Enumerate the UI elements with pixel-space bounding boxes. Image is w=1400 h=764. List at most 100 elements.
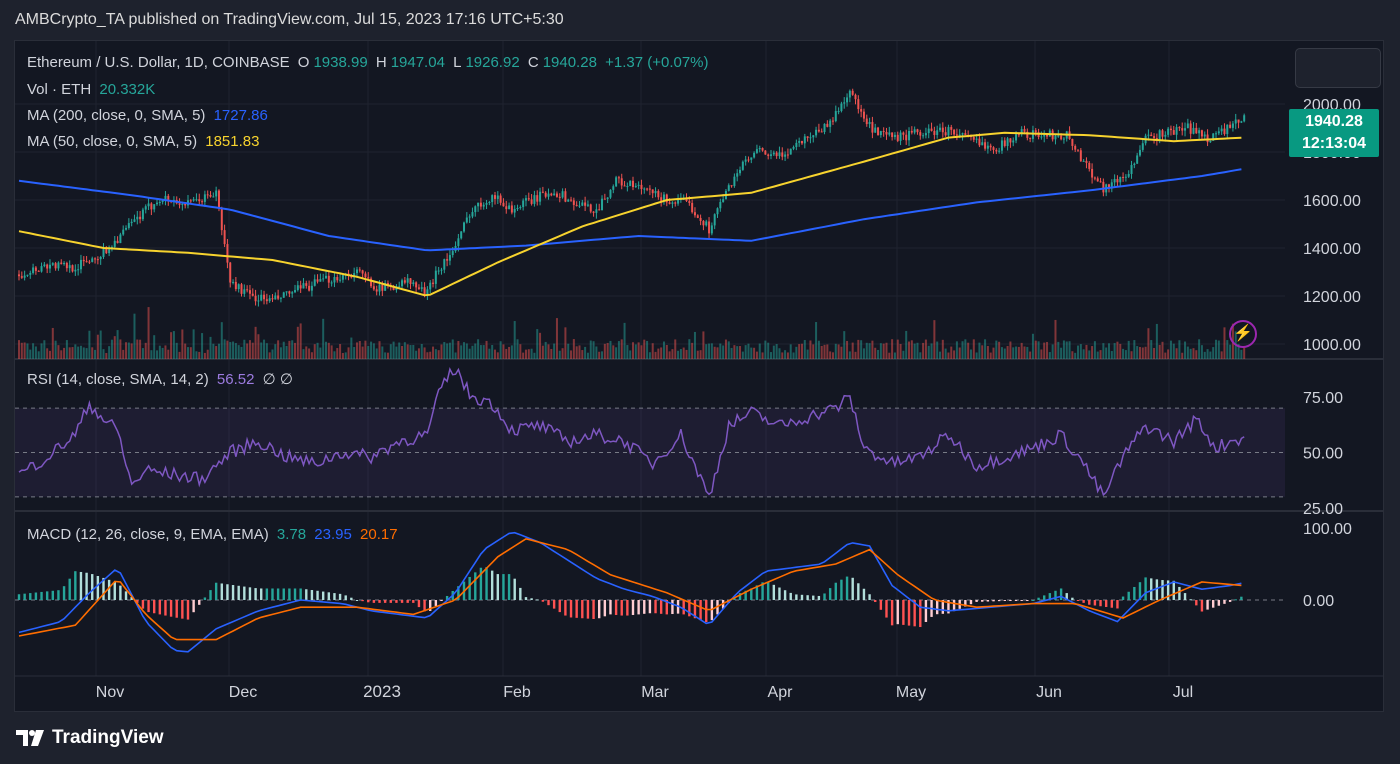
volume-bar bbox=[451, 339, 454, 359]
candle-body bbox=[860, 109, 863, 112]
macd-histogram-bar bbox=[1048, 593, 1052, 600]
volume-bar bbox=[1060, 347, 1063, 359]
volume-bar bbox=[260, 342, 263, 359]
candle-body bbox=[401, 280, 404, 287]
candle-body bbox=[1012, 140, 1015, 143]
macd-histogram-bar bbox=[260, 588, 263, 600]
volume-bar bbox=[1006, 346, 1009, 359]
candle-body bbox=[181, 203, 184, 205]
candle-body bbox=[364, 273, 367, 278]
candle-body bbox=[533, 195, 536, 204]
macd-histogram-bar bbox=[383, 600, 387, 603]
volume-bar bbox=[153, 335, 156, 359]
macd-histogram-bar bbox=[524, 597, 528, 600]
candle-body bbox=[1141, 143, 1144, 150]
candle-body bbox=[702, 220, 705, 226]
candle-body bbox=[868, 121, 871, 125]
candle-body bbox=[603, 198, 606, 200]
candle-body bbox=[927, 128, 930, 134]
volume-bar bbox=[277, 340, 280, 359]
chart-frame[interactable]: 2000.001800.001600.001400.001200.001000.… bbox=[14, 40, 1384, 712]
candle-body bbox=[592, 211, 595, 213]
macd-histogram-bar bbox=[412, 600, 415, 603]
candle-body bbox=[46, 264, 49, 269]
volume-bar bbox=[254, 326, 257, 359]
macd-histogram-bar bbox=[113, 581, 116, 600]
macd-histogram-bar bbox=[1054, 590, 1057, 600]
candle-body bbox=[1054, 135, 1057, 140]
volume-bar bbox=[1200, 345, 1203, 359]
candle-body bbox=[29, 272, 32, 275]
volume-bar bbox=[381, 346, 384, 359]
volume-bar bbox=[950, 346, 953, 359]
volume-bar bbox=[755, 351, 758, 359]
macd-histogram-bar bbox=[975, 600, 978, 602]
volume-bar bbox=[513, 321, 516, 359]
high-label: H bbox=[375, 54, 387, 71]
volume-bar bbox=[1184, 341, 1187, 359]
volume-bar bbox=[378, 341, 381, 359]
volume-bar bbox=[967, 342, 970, 359]
macd-histogram-bar bbox=[485, 567, 488, 600]
volume-bar bbox=[189, 347, 192, 359]
candle-body bbox=[133, 219, 136, 222]
volume-bar bbox=[406, 344, 409, 359]
volume-bar bbox=[992, 347, 995, 359]
candle-body bbox=[544, 192, 547, 197]
candle-body bbox=[417, 287, 420, 289]
volume-bar bbox=[279, 347, 282, 359]
volume-bar bbox=[401, 346, 404, 359]
candle-body bbox=[761, 148, 764, 151]
macd-histogram-bar bbox=[152, 600, 156, 614]
volume-bar bbox=[682, 347, 685, 359]
candle-body bbox=[916, 129, 919, 133]
volume-bar bbox=[609, 340, 612, 359]
macd-histogram-bar bbox=[395, 600, 398, 603]
candle-body bbox=[871, 121, 874, 133]
candle-body bbox=[108, 249, 111, 254]
macd-histogram-bar bbox=[321, 591, 325, 600]
volume-bar bbox=[632, 342, 634, 359]
volume-bar bbox=[936, 341, 939, 359]
candle-body bbox=[992, 147, 995, 150]
candle-body bbox=[727, 185, 730, 191]
macd-histogram-bar bbox=[1110, 600, 1114, 608]
volume-bar bbox=[848, 351, 851, 359]
volume-bar bbox=[1113, 343, 1116, 359]
change-value: +1.37 (+0.07%) bbox=[605, 54, 709, 71]
volume-bar bbox=[798, 344, 801, 359]
time-axis-label: 2023 bbox=[363, 682, 401, 701]
volume-bar bbox=[150, 350, 153, 359]
candle-body bbox=[834, 111, 837, 122]
volume-bar bbox=[544, 341, 547, 359]
volume-bar bbox=[781, 352, 784, 359]
ma50-line bbox=[18, 131, 1242, 297]
volume-bar bbox=[668, 351, 671, 359]
chart-menu-button[interactable] bbox=[1295, 48, 1381, 88]
volume-bar bbox=[815, 322, 818, 359]
candle-body bbox=[26, 274, 29, 276]
macd-histogram-bar bbox=[440, 600, 443, 601]
candle-body bbox=[643, 188, 646, 190]
time-axis-label: Apr bbox=[768, 684, 794, 701]
candle-body bbox=[474, 206, 477, 213]
volume-bar bbox=[1071, 351, 1074, 359]
candle-body bbox=[479, 202, 482, 207]
candle-body bbox=[375, 289, 378, 292]
volume-bar bbox=[164, 345, 167, 359]
flash-icon[interactable]: ⚡ bbox=[1229, 320, 1257, 348]
volume-bar bbox=[192, 329, 195, 359]
volume-bar bbox=[972, 339, 975, 359]
candle-body bbox=[164, 195, 167, 201]
candle-body bbox=[750, 157, 753, 160]
macd-histogram-bar bbox=[1082, 600, 1085, 603]
chart-canvas[interactable]: 2000.001800.001600.001400.001200.001000.… bbox=[15, 41, 1384, 712]
candle-body bbox=[1158, 130, 1161, 141]
volume-bar bbox=[1141, 347, 1144, 359]
candle-body bbox=[719, 201, 722, 209]
volume-bar bbox=[271, 349, 274, 359]
candle-body bbox=[482, 204, 485, 207]
macd-histogram-bar bbox=[254, 588, 257, 600]
macd-histogram-bar bbox=[361, 600, 364, 602]
candle-body bbox=[1217, 131, 1220, 134]
